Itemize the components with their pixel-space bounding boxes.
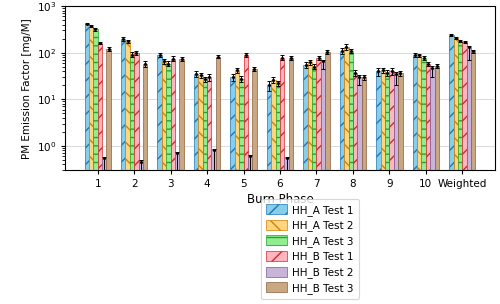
X-axis label: Burn Phase: Burn Phase <box>246 193 314 206</box>
Bar <box>348 51 353 304</box>
Bar <box>276 83 280 304</box>
Bar <box>471 51 476 304</box>
Bar <box>106 49 111 304</box>
Bar <box>102 158 106 304</box>
Bar <box>458 41 462 304</box>
Bar <box>230 77 235 304</box>
Bar <box>466 47 471 304</box>
Bar <box>130 55 134 304</box>
Bar <box>180 59 184 304</box>
Bar <box>248 156 252 304</box>
Bar <box>358 77 362 304</box>
Bar <box>280 58 284 304</box>
Bar <box>216 57 220 304</box>
Bar <box>462 42 466 304</box>
Bar <box>422 58 426 304</box>
Bar <box>98 43 102 304</box>
Bar <box>380 70 385 304</box>
Bar <box>308 62 312 304</box>
Bar <box>134 53 138 304</box>
Bar <box>325 52 330 304</box>
Bar <box>84 24 89 304</box>
Bar <box>235 70 239 304</box>
Bar <box>362 77 366 304</box>
Bar <box>244 55 248 304</box>
Bar <box>394 74 398 304</box>
Bar <box>207 77 212 304</box>
Bar <box>121 39 126 304</box>
Bar <box>376 71 380 304</box>
Y-axis label: PM Emission Factor [mg/M]: PM Emission Factor [mg/M] <box>22 18 32 158</box>
Bar <box>434 66 439 304</box>
Bar <box>340 51 344 304</box>
Bar <box>166 64 170 304</box>
Bar <box>417 55 422 304</box>
Bar <box>385 73 390 304</box>
Bar <box>252 69 256 304</box>
Legend: HH_A Test 1, HH_A Test 2, HH_A Test 3, HH_B Test 1, HH_B Test 2, HH_B Test 3: HH_A Test 1, HH_A Test 2, HH_A Test 3, H… <box>261 199 359 299</box>
Bar <box>353 73 358 304</box>
Bar <box>321 61 325 304</box>
Bar <box>284 158 289 304</box>
Bar <box>126 41 130 304</box>
Bar <box>212 150 216 304</box>
Bar <box>430 68 434 304</box>
Bar <box>390 71 394 304</box>
Bar <box>143 64 148 304</box>
Bar <box>138 162 143 304</box>
Bar <box>344 47 348 304</box>
Bar <box>267 85 271 304</box>
Bar <box>170 58 175 304</box>
Bar <box>162 61 166 304</box>
Bar <box>398 73 402 304</box>
Bar <box>449 35 454 304</box>
Bar <box>202 79 207 304</box>
Bar <box>94 29 98 304</box>
Bar <box>426 64 430 304</box>
Bar <box>312 67 316 304</box>
Bar <box>198 75 202 304</box>
Bar <box>316 58 321 304</box>
Bar <box>304 65 308 304</box>
Bar <box>194 74 198 304</box>
Bar <box>454 38 458 304</box>
Bar <box>412 55 417 304</box>
Bar <box>289 58 293 304</box>
Bar <box>271 80 276 304</box>
Bar <box>175 153 180 304</box>
Bar <box>158 55 162 304</box>
Bar <box>89 26 94 304</box>
Bar <box>239 79 244 304</box>
